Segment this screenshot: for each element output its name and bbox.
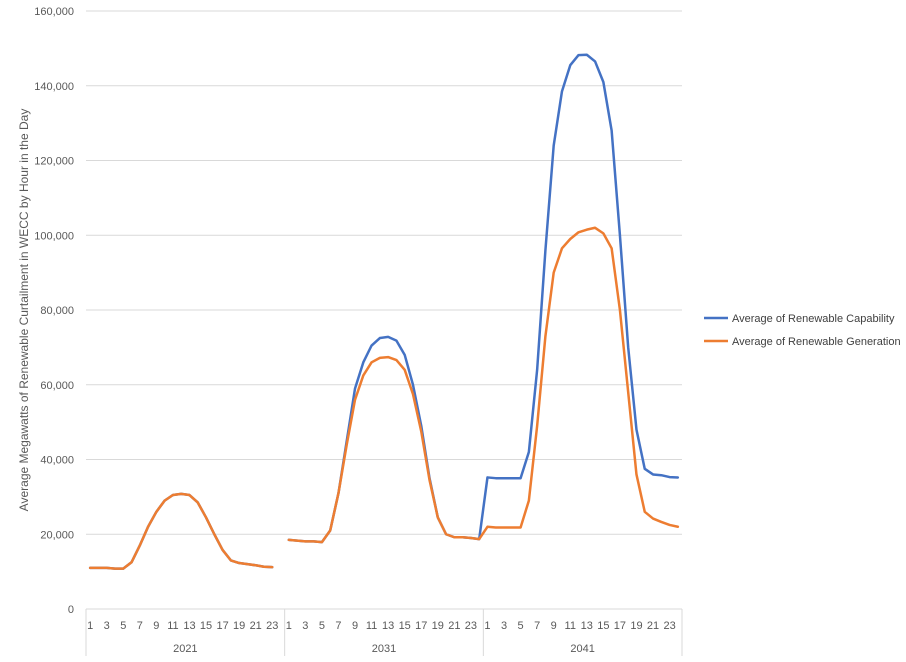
x-tick-label: 17 [415,620,427,632]
series-line [88,53,680,570]
x-tick-label: 9 [153,620,159,632]
x-tick-label: 11 [366,620,377,632]
x-tick-label: 9 [551,620,557,632]
x-tick-label: 9 [352,620,358,632]
y-tick-label: 120,000 [34,156,74,168]
x-tick-label: 13 [183,620,195,632]
x-tick-label: 7 [534,620,540,632]
x-tick-label: 15 [200,620,212,632]
y-tick-label: 140,000 [34,81,74,93]
x-tick-label: 19 [630,620,642,632]
x-tick-label: 11 [565,620,576,632]
legend: Average of Renewable Capability Average o… [704,313,901,348]
x-tick-label: 11 [167,620,178,632]
x-tick-label: 15 [399,620,411,632]
legend-entry: Average of Renewable Generation [732,336,901,348]
x-group-label: 2031 [372,643,396,655]
y-tick-label: 160,000 [34,6,74,18]
x-tick-label: 21 [448,620,460,632]
y-tick-label: 60,000 [40,380,74,392]
x-group-label: 2041 [570,643,594,655]
x-tick-label: 15 [597,620,609,632]
x-tick-label: 13 [382,620,394,632]
x-tick-label: 3 [302,620,308,632]
x-tick-label: 3 [104,620,110,632]
series-lines [88,53,680,570]
x-tick-label: 17 [216,620,228,632]
y-tick-label: 0 [68,604,74,616]
x-tick-label: 1 [286,620,292,632]
x-tick-label: 5 [518,620,524,632]
x-tick-label: 1 [87,620,93,632]
x-tick-label: 5 [319,620,325,632]
x-group-label: 2021 [173,643,197,655]
x-tick-label: 7 [335,620,341,632]
y-axis-ticks: 0 20,000 40,000 60,000 80,000 100,000 120,000 1… [34,6,74,616]
x-tick-label: 19 [233,620,245,632]
x-tick-label: 19 [432,620,444,632]
y-axis-label: Average Megawatts of Renewable Curtailme… [17,109,31,512]
x-tick-label: 3 [501,620,507,632]
x-tick-label: 5 [120,620,126,632]
series-line [88,226,680,570]
y-tick-label: 40,000 [40,455,74,467]
x-tick-label: 17 [614,620,626,632]
y-tick-label: 100,000 [34,230,74,242]
x-tick-label: 21 [647,620,659,632]
x-tick-label: 21 [250,620,262,632]
x-tick-label: 7 [137,620,143,632]
x-tick-label: 13 [581,620,593,632]
x-tick-label: 23 [266,620,278,632]
gridlines [86,10,682,610]
y-tick-label: 20,000 [40,529,74,541]
x-tick-label: 23 [465,620,477,632]
legend-entry: Average of Renewable Capability [732,313,895,325]
x-tick-label: 23 [663,620,675,632]
y-tick-label: 80,000 [40,305,74,317]
x-tick-label: 1 [484,620,490,632]
